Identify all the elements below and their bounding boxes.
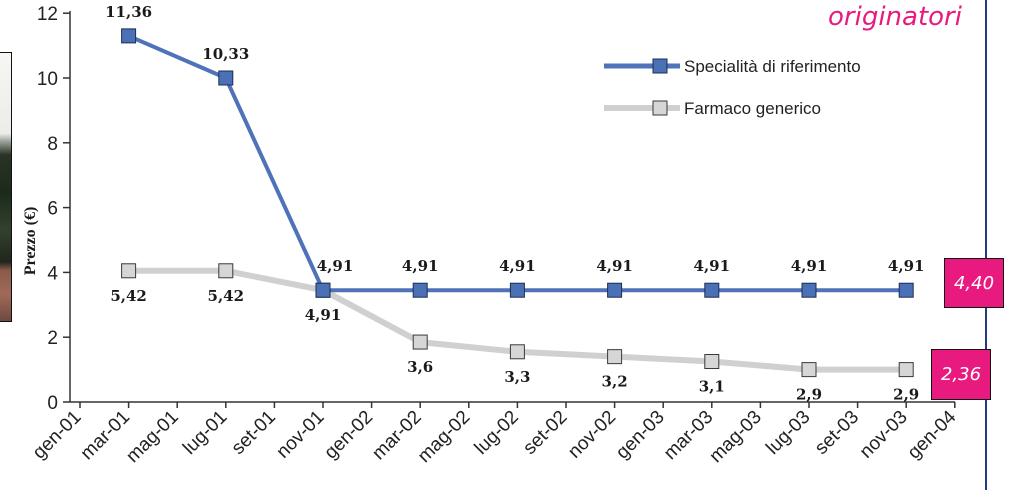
legend-label: Farmaco generico bbox=[684, 99, 821, 118]
data-label: 3,3 bbox=[504, 368, 530, 386]
data-point-marker bbox=[218, 263, 234, 279]
data-label: 4,91 bbox=[694, 257, 731, 275]
y-tick-label: 4 bbox=[47, 263, 58, 284]
y-tick-label: 12 bbox=[37, 4, 58, 25]
x-tick-label: gen-02 bbox=[320, 407, 377, 464]
data-label: 5,42 bbox=[208, 287, 245, 305]
x-tick-label: nov-02 bbox=[564, 407, 620, 463]
data-label: 4,91 bbox=[888, 257, 925, 275]
data-label: 4,91 bbox=[305, 306, 342, 324]
legend-marker-swatch bbox=[652, 100, 668, 116]
x-tick-label: mag-02 bbox=[414, 407, 474, 467]
legend-item-generico: Farmaco generico bbox=[604, 99, 821, 118]
data-point-marker bbox=[509, 282, 525, 298]
legend-marker-swatch bbox=[652, 58, 668, 74]
legend-item-specialita: Specialità di riferimento bbox=[604, 57, 861, 76]
slide-frame-line bbox=[985, 0, 987, 490]
data-point-marker bbox=[801, 362, 817, 378]
data-point-marker bbox=[121, 28, 137, 44]
data-point-marker bbox=[704, 354, 720, 369]
data-label: 4,91 bbox=[317, 257, 354, 275]
data-point-marker bbox=[801, 282, 817, 298]
series-lines bbox=[127, 34, 907, 373]
data-point-marker bbox=[704, 282, 720, 298]
data-point-marker bbox=[509, 344, 525, 360]
data-point-marker bbox=[218, 70, 234, 86]
callout-box: 2,36 bbox=[931, 349, 991, 400]
slide-heading: originatori bbox=[828, 2, 962, 32]
x-tick-label: nov-03 bbox=[856, 407, 912, 463]
data-label: 10,33 bbox=[202, 45, 249, 63]
data-point-marker bbox=[898, 362, 914, 378]
data-point-marker bbox=[607, 349, 623, 365]
photo-fragment bbox=[0, 52, 12, 322]
data-point-marker bbox=[412, 334, 428, 350]
x-tick-label: mag-01 bbox=[122, 407, 182, 467]
data-label: 11,36 bbox=[105, 3, 152, 21]
x-tick-label: lug-01 bbox=[179, 407, 231, 459]
data-point-marker bbox=[607, 282, 623, 298]
x-tick-label: set-01 bbox=[228, 407, 280, 459]
y-tick-label: 0 bbox=[47, 393, 58, 414]
x-tick-label: mag-03 bbox=[706, 407, 766, 467]
callout-value: 4,40 bbox=[953, 272, 995, 294]
data-label: 4,91 bbox=[596, 257, 633, 275]
x-tick-label: lug-03 bbox=[762, 407, 814, 459]
x-tick-label: set-02 bbox=[519, 407, 571, 459]
x-tick-label: gen-03 bbox=[612, 407, 669, 464]
x-tick-label: set-03 bbox=[811, 407, 863, 459]
data-point-marker bbox=[898, 282, 914, 298]
y-tick-label: 2 bbox=[47, 328, 58, 349]
data-point-marker bbox=[121, 263, 137, 279]
x-tick-label: gen-04 bbox=[904, 406, 961, 463]
x-tick-label: gen-01 bbox=[29, 407, 86, 464]
data-point-marker bbox=[315, 282, 331, 298]
legend-label: Specialità di riferimento bbox=[684, 57, 861, 76]
legend: Specialità di riferimento Farmaco generi… bbox=[604, 57, 861, 118]
data-point-marker bbox=[412, 282, 428, 298]
x-tick-label: lug-02 bbox=[471, 407, 523, 459]
data-label: 4,91 bbox=[402, 257, 439, 275]
y-axis-title: Prezzo (€) bbox=[22, 207, 39, 276]
data-label: 3,6 bbox=[407, 358, 433, 376]
x-axis-ticks: gen-01mar-01mag-01lug-01set-01nov-01gen-… bbox=[29, 402, 961, 467]
data-label: 2,9 bbox=[893, 386, 919, 404]
data-label: 3,1 bbox=[699, 378, 725, 396]
data-labels: 11,36 10,33 4,91 4,91 4,91 4,91 4,91 4,91 4,91 5,… bbox=[105, 3, 924, 404]
callout-value: 2,36 bbox=[940, 364, 982, 385]
series-markers bbox=[121, 28, 914, 378]
y-tick-label: 10 bbox=[37, 69, 58, 90]
data-label: 4,91 bbox=[499, 257, 536, 275]
y-axis-ticks: 0 2 4 6 8 10 12 bbox=[37, 4, 70, 414]
y-tick-label: 8 bbox=[47, 134, 58, 155]
y-tick-label: 6 bbox=[47, 199, 58, 220]
callout-box: 4,40 bbox=[944, 258, 1004, 308]
data-label: 2,9 bbox=[796, 386, 822, 404]
data-label: 3,2 bbox=[602, 373, 628, 391]
x-tick-label: nov-01 bbox=[273, 407, 329, 463]
data-label: 4,91 bbox=[791, 257, 828, 275]
data-label: 5,42 bbox=[110, 287, 147, 305]
